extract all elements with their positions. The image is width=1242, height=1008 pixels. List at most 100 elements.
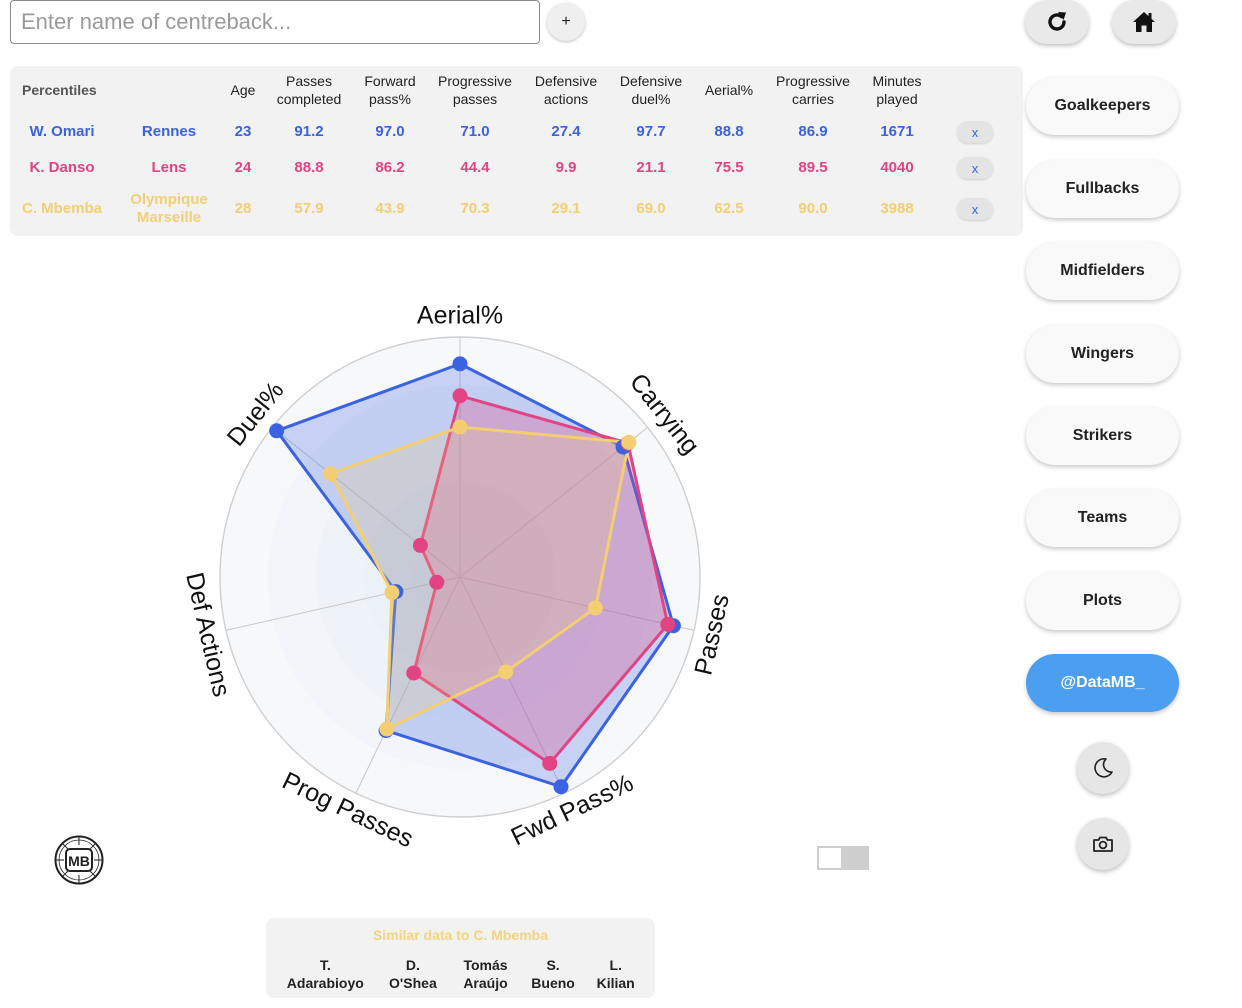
view-toggle[interactable] xyxy=(817,846,869,870)
stat-cell: 29.1 xyxy=(551,200,581,217)
stat-cell: 23 xyxy=(234,123,252,140)
stat-cell: 90.0 xyxy=(798,200,828,217)
radar-point xyxy=(452,388,468,404)
stat-cell: 62.5 xyxy=(714,200,744,217)
screenshot-button[interactable] xyxy=(1077,818,1129,870)
radar-spoke xyxy=(459,426,648,578)
table-header-row: Percentiles Age Passes completed Forward… xyxy=(10,66,1020,114)
remove-player-button[interactable]: x xyxy=(957,198,993,220)
radar-spoke xyxy=(355,576,461,794)
midfielders-button[interactable]: Midfielders xyxy=(1026,242,1179,300)
toggle-knob xyxy=(819,848,841,868)
remove-cell: x xyxy=(930,114,1020,150)
similar-player-item[interactable]: Tomás Araújo xyxy=(463,957,508,991)
radar-point xyxy=(323,466,339,482)
similar-player-item[interactable]: T. Adarabioyo xyxy=(286,957,364,991)
stat-cell: 4040 xyxy=(880,159,914,176)
similar-players-list: T. Adarabioyo D. O'Shea Tomás Araújo S. … xyxy=(266,956,655,992)
goalkeepers-button[interactable]: Goalkeepers xyxy=(1026,77,1179,135)
player-row: K. Danso Lens 24 88.8 86.2 44.4 9.9 21.1 75.5 89.… xyxy=(10,150,1020,186)
stat-cell: 27.4 xyxy=(551,123,581,140)
radar-point xyxy=(412,537,428,553)
radar-point xyxy=(406,665,422,681)
stat-cell: 43.9 xyxy=(375,200,405,217)
radar-point xyxy=(452,419,468,435)
stat-cell: 86.2 xyxy=(375,159,405,176)
stat-cell: 70.3 xyxy=(460,200,490,217)
player-row: C. Mbemba Olympique Marseille 28 57.9 43.9 70… xyxy=(10,186,1020,232)
stat-cell: 1671 xyxy=(880,123,914,140)
radar-axis-label: Aerial% xyxy=(417,302,503,330)
radar-point xyxy=(269,423,285,439)
column-header: Age xyxy=(230,82,256,98)
player-row: W. Omari Rennes 23 91.2 97.0 71.0 27.4 97.7 88.8… xyxy=(10,114,1020,150)
stat-cell: 88.8 xyxy=(714,123,744,140)
similar-players-title: Similar data to C. Mbemba xyxy=(372,927,549,943)
camera-icon xyxy=(1093,836,1113,852)
strikers-button[interactable]: Strikers xyxy=(1026,407,1179,465)
percentiles-panel: Percentiles Age Passes completed Forward… xyxy=(10,66,1023,236)
column-header: Progressive carries xyxy=(776,73,850,107)
radar-point xyxy=(452,356,468,372)
stat-cell: 9.9 xyxy=(555,159,577,176)
radar-point xyxy=(384,585,400,601)
teams-button[interactable]: Teams xyxy=(1026,489,1179,547)
column-header: Defensive actions xyxy=(534,73,598,107)
radar-point xyxy=(553,779,569,795)
fullbacks-button[interactable]: Fullbacks xyxy=(1026,160,1179,218)
wingers-button[interactable]: Wingers xyxy=(1026,325,1179,383)
player-team: Lens xyxy=(151,159,187,176)
stat-cell: 91.2 xyxy=(294,123,324,140)
mb-logo: MB xyxy=(54,835,104,885)
radar-point xyxy=(542,755,558,771)
remove-cell: x xyxy=(930,186,1020,232)
stat-cell: 86.9 xyxy=(798,123,828,140)
stat-cell: 97.0 xyxy=(375,123,405,140)
column-header: Forward pass% xyxy=(364,73,416,107)
stat-cell: 88.8 xyxy=(294,159,324,176)
player-team: Rennes xyxy=(141,123,197,140)
plots-button[interactable]: Plots xyxy=(1026,572,1179,630)
datamb-handle-button[interactable]: @DataMB_ xyxy=(1026,654,1179,712)
mb-logo-text: MB xyxy=(68,853,90,869)
percentiles-table: Percentiles Age Passes completed Forward… xyxy=(10,66,1020,232)
remove-player-button[interactable]: x xyxy=(957,121,993,143)
column-header: Minutes played xyxy=(872,73,922,107)
dark-mode-button[interactable] xyxy=(1077,742,1129,794)
add-player-button[interactable]: + xyxy=(547,3,585,41)
stat-cell: 69.0 xyxy=(636,200,666,217)
radar-series-area xyxy=(275,362,675,789)
percentiles-title: Percentiles xyxy=(22,82,97,98)
radar-point xyxy=(587,600,603,616)
similar-players-panel: Similar data to C. Mbemba T. Adarabioyo … xyxy=(266,918,655,998)
moon-icon xyxy=(1094,758,1113,778)
stat-cell: 71.0 xyxy=(460,123,490,140)
column-header: Aerial% xyxy=(704,82,754,98)
stat-cell: 21.1 xyxy=(636,159,666,176)
stat-cell: 24 xyxy=(234,159,252,176)
home-button[interactable] xyxy=(1112,0,1176,44)
radar-spoke xyxy=(459,576,695,631)
stat-cell: 97.7 xyxy=(636,123,666,140)
remove-player-button[interactable]: x xyxy=(957,157,993,179)
radar-spoke xyxy=(225,576,461,631)
radar-spoke xyxy=(272,426,461,578)
radar-series-area xyxy=(329,425,631,731)
column-header: Progressive passes xyxy=(438,73,512,107)
stat-cell: 57.9 xyxy=(294,200,324,217)
stat-cell: 75.5 xyxy=(714,159,744,176)
refresh-button[interactable] xyxy=(1025,0,1089,44)
radar-point xyxy=(498,664,514,680)
remove-column-header xyxy=(930,66,1020,114)
radar-point xyxy=(379,721,395,737)
similar-player-item[interactable]: S. Bueno xyxy=(531,957,575,991)
search-input[interactable] xyxy=(10,0,540,44)
radar-point xyxy=(621,434,637,450)
home-icon xyxy=(1133,12,1155,32)
similar-player-item[interactable]: D. O'Shea xyxy=(389,957,437,991)
stat-cell: 89.5 xyxy=(798,159,828,176)
stat-cell: 3988 xyxy=(880,200,914,217)
radar-point xyxy=(660,616,676,632)
similar-player-item[interactable]: L. Kilian xyxy=(596,957,635,991)
